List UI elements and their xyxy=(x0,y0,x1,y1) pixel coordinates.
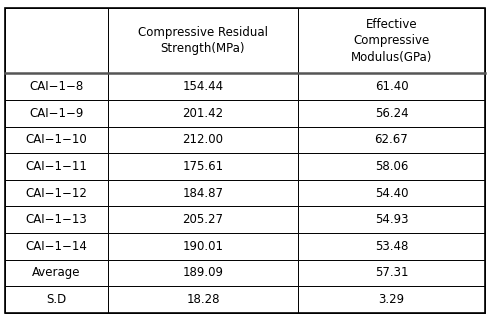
Text: 189.09: 189.09 xyxy=(182,266,223,279)
Bar xyxy=(298,8,485,73)
Bar xyxy=(5,73,108,100)
Text: 54.93: 54.93 xyxy=(375,213,408,226)
Bar xyxy=(298,100,485,127)
Bar xyxy=(298,233,485,260)
Bar xyxy=(5,8,108,73)
Text: CAI−1−10: CAI−1−10 xyxy=(25,133,87,146)
Bar xyxy=(298,260,485,286)
Bar xyxy=(108,260,298,286)
Text: 205.27: 205.27 xyxy=(182,213,223,226)
Text: 190.01: 190.01 xyxy=(182,240,223,253)
Bar xyxy=(108,286,298,313)
Bar xyxy=(108,153,298,180)
Text: 62.67: 62.67 xyxy=(374,133,408,146)
Bar xyxy=(108,127,298,153)
Text: 57.31: 57.31 xyxy=(375,266,408,279)
Text: S.D: S.D xyxy=(47,293,67,306)
Text: 212.00: 212.00 xyxy=(182,133,223,146)
Bar xyxy=(108,233,298,260)
Text: 3.29: 3.29 xyxy=(378,293,405,306)
Bar xyxy=(5,206,108,233)
Text: CAI−1−9: CAI−1−9 xyxy=(29,107,84,120)
Bar xyxy=(5,233,108,260)
Text: 175.61: 175.61 xyxy=(182,160,223,173)
Bar xyxy=(5,286,108,313)
Bar xyxy=(108,180,298,206)
Text: 184.87: 184.87 xyxy=(182,187,223,200)
Text: 56.24: 56.24 xyxy=(375,107,408,120)
Bar xyxy=(108,8,298,73)
Bar xyxy=(298,206,485,233)
Bar xyxy=(298,180,485,206)
Text: CAI−1−8: CAI−1−8 xyxy=(29,80,84,93)
Text: 53.48: 53.48 xyxy=(375,240,408,253)
Text: Compressive Residual
Strength(MPa): Compressive Residual Strength(MPa) xyxy=(138,26,268,55)
Bar xyxy=(298,153,485,180)
Text: 154.44: 154.44 xyxy=(182,80,223,93)
Text: CAI−1−13: CAI−1−13 xyxy=(25,213,87,226)
Bar xyxy=(108,100,298,127)
Bar xyxy=(298,127,485,153)
Text: Effective
Compressive
Modulus(GPa): Effective Compressive Modulus(GPa) xyxy=(351,18,432,64)
Bar xyxy=(5,127,108,153)
Text: Average: Average xyxy=(32,266,81,279)
Text: 58.06: 58.06 xyxy=(375,160,408,173)
Bar xyxy=(298,73,485,100)
Text: CAI−1−11: CAI−1−11 xyxy=(25,160,87,173)
Text: 61.40: 61.40 xyxy=(375,80,408,93)
Text: 18.28: 18.28 xyxy=(186,293,220,306)
Bar xyxy=(5,153,108,180)
Text: CAI−1−12: CAI−1−12 xyxy=(25,187,87,200)
Bar xyxy=(5,180,108,206)
Bar xyxy=(108,206,298,233)
Bar xyxy=(5,100,108,127)
Text: CAI−1−14: CAI−1−14 xyxy=(25,240,87,253)
Bar xyxy=(298,286,485,313)
Bar xyxy=(108,73,298,100)
Text: 54.40: 54.40 xyxy=(375,187,408,200)
Text: 201.42: 201.42 xyxy=(182,107,223,120)
Bar xyxy=(5,260,108,286)
